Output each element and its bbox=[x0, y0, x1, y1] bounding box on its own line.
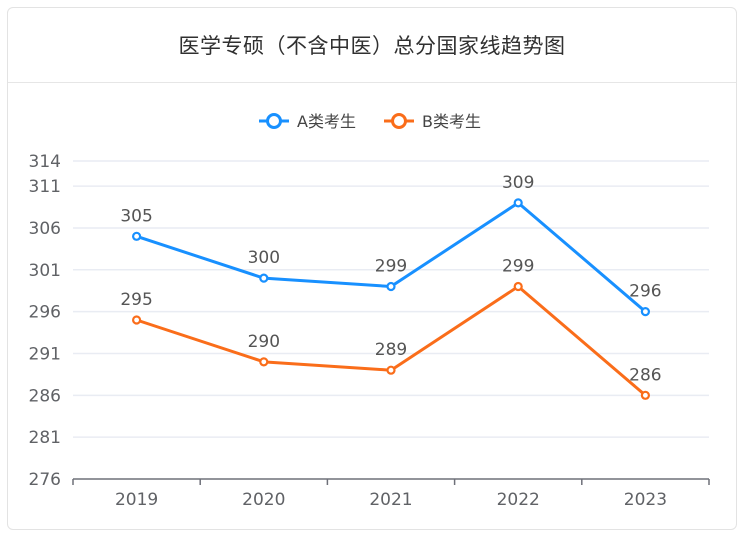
data-label: 295 bbox=[120, 290, 152, 310]
data-label: 305 bbox=[120, 206, 152, 226]
x-tick-label: 2021 bbox=[369, 490, 412, 510]
y-tick-label: 311 bbox=[29, 177, 61, 197]
y-tick-label: 281 bbox=[29, 428, 61, 448]
data-point[interactable] bbox=[513, 198, 523, 208]
legend[interactable]: A类考生 B类考生 bbox=[259, 112, 481, 131]
y-tick-label: 276 bbox=[29, 470, 61, 490]
series-group: 305 300 299 309 296 295 290 289 299 286 bbox=[120, 173, 662, 400]
data-label: 290 bbox=[248, 332, 280, 352]
data-point[interactable] bbox=[513, 281, 523, 292]
data-label: 296 bbox=[629, 282, 661, 302]
data-label: 300 bbox=[248, 248, 280, 268]
data-point[interactable] bbox=[259, 273, 269, 283]
data-label: 286 bbox=[629, 365, 661, 385]
data-point[interactable] bbox=[259, 357, 269, 367]
data-point[interactable] bbox=[640, 307, 651, 317]
data-point[interactable] bbox=[640, 390, 651, 400]
x-axis: 2019 2020 2021 2022 2023 bbox=[72, 478, 710, 510]
y-tick-label: 296 bbox=[29, 303, 61, 323]
y-tick-label: 314 bbox=[29, 152, 61, 172]
data-point[interactable] bbox=[132, 231, 142, 241]
legend-label: B类考生 bbox=[422, 112, 481, 131]
data-label: 299 bbox=[375, 257, 407, 277]
legend-marker bbox=[266, 113, 282, 129]
card-header: 医学专硕（不含中医）总分国家线趋势图 bbox=[8, 8, 736, 83]
data-point[interactable] bbox=[386, 281, 396, 292]
y-tick-label: 301 bbox=[29, 261, 61, 281]
x-tick-label: 2019 bbox=[115, 490, 158, 510]
x-tick-label: 2022 bbox=[497, 490, 540, 510]
legend-label: A类考生 bbox=[297, 112, 356, 131]
y-tick-label: 291 bbox=[29, 344, 61, 364]
x-tick-label: 2023 bbox=[624, 490, 667, 510]
y-tick-label: 286 bbox=[29, 386, 61, 406]
chart-card: 医学专硕（不含中医）总分国家线趋势图 bbox=[7, 7, 737, 530]
chart-title: 医学专硕（不含中医）总分国家线趋势图 bbox=[178, 34, 566, 58]
data-point[interactable] bbox=[386, 365, 396, 375]
data-label: 299 bbox=[502, 257, 534, 277]
y-tick-label: 306 bbox=[29, 219, 61, 239]
grid-lines bbox=[73, 160, 709, 438]
legend-marker bbox=[391, 113, 407, 129]
data-label: 309 bbox=[502, 173, 534, 193]
data-point[interactable] bbox=[132, 315, 142, 325]
data-label: 289 bbox=[375, 340, 407, 360]
legend-item-b[interactable]: B类考生 bbox=[384, 112, 481, 131]
y-axis: 276 281 286 291 296 301 306 311 314 bbox=[29, 152, 61, 490]
x-tick-label: 2020 bbox=[242, 490, 285, 510]
legend-item-a[interactable]: A类考生 bbox=[259, 112, 356, 131]
